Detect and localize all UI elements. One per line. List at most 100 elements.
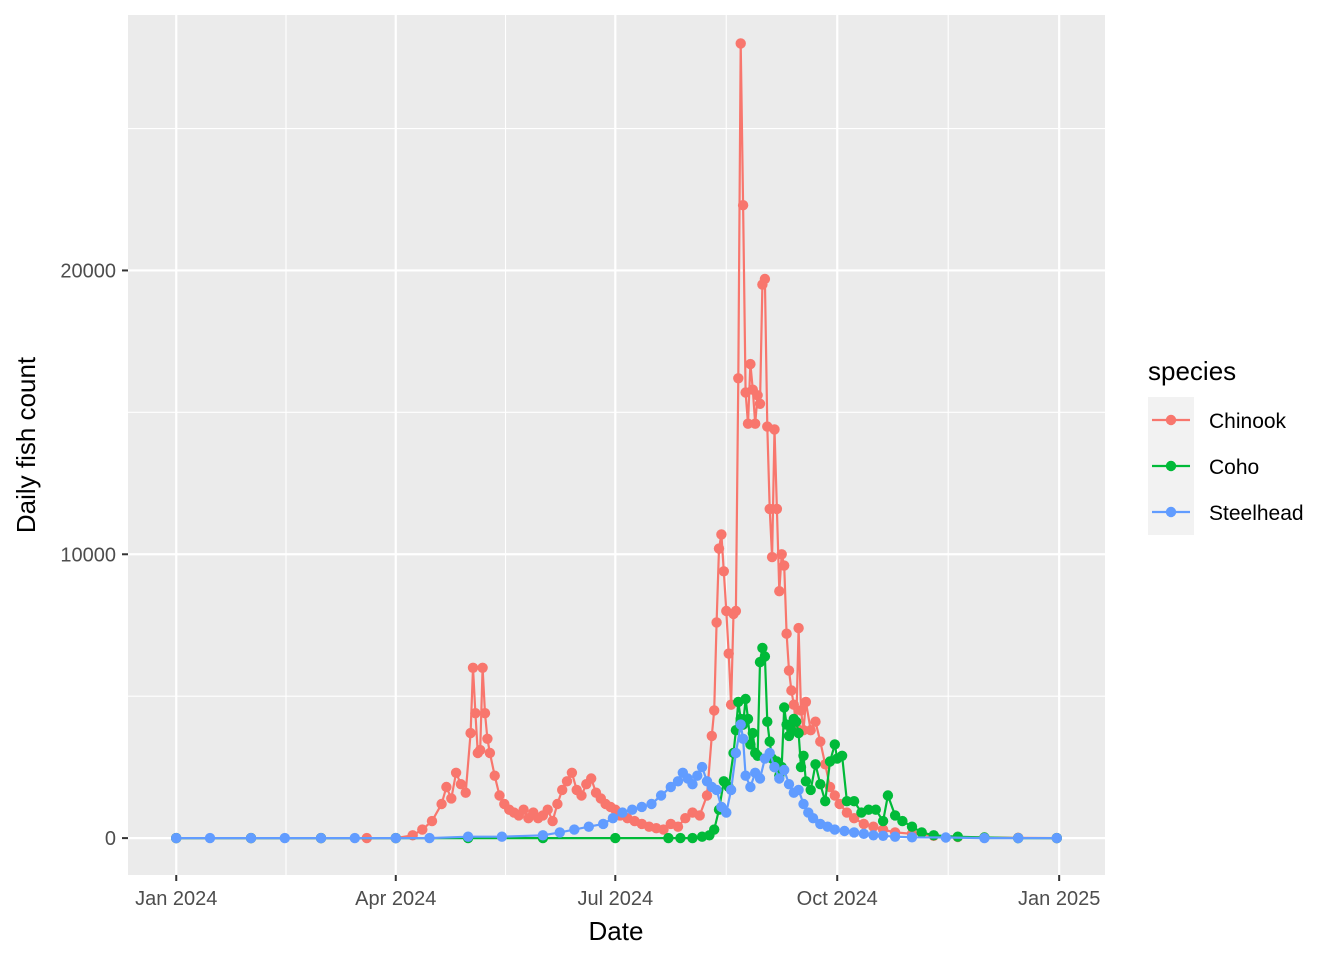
data-point-coho <box>848 796 860 807</box>
data-point-steelhead <box>315 832 327 844</box>
data-point-chinook <box>776 549 787 560</box>
data-point-coho <box>897 815 908 827</box>
data-point-coho <box>815 779 826 790</box>
data-point-chinook <box>786 685 797 696</box>
data-point-coho <box>793 727 804 739</box>
data-point-chinook <box>735 38 746 49</box>
data-point-chinook <box>470 708 481 719</box>
data-point-chinook <box>586 773 597 784</box>
data-point-steelhead <box>848 827 860 838</box>
y-tick-label: 20000 <box>60 260 116 282</box>
data-point-steelhead <box>554 827 565 838</box>
data-point-chinook <box>742 418 754 429</box>
data-point-coho <box>805 784 816 796</box>
data-point-coho <box>916 827 927 838</box>
data-point-steelhead <box>349 832 360 844</box>
data-point-steelhead <box>725 784 737 796</box>
data-point-steelhead <box>754 773 766 784</box>
data-point-coho <box>928 830 939 841</box>
data-point-steelhead <box>839 825 850 837</box>
data-point-chinook <box>557 784 568 796</box>
legend-key-point-coho <box>1165 460 1177 472</box>
data-point-coho <box>757 642 768 654</box>
data-point-steelhead <box>807 813 819 824</box>
data-point-chinook <box>723 648 734 659</box>
data-point-chinook <box>417 824 428 835</box>
data-point-chinook <box>711 617 722 628</box>
data-point-steelhead <box>569 824 580 835</box>
data-point-chinook <box>774 586 785 597</box>
data-point-coho <box>740 693 751 705</box>
data-point-chinook <box>713 543 725 554</box>
legend-title: species <box>1148 356 1236 386</box>
data-point-chinook <box>446 793 457 804</box>
data-point-steelhead <box>906 832 918 843</box>
data-point-chinook <box>680 813 691 824</box>
data-point-steelhead <box>877 830 889 841</box>
x-tick-label: Apr 2024 <box>355 888 436 910</box>
x-tick-label: Jan 2025 <box>1018 888 1100 910</box>
data-point-steelhead <box>793 784 804 796</box>
legend-label-coho: Coho <box>1209 456 1259 479</box>
data-point-chinook <box>783 665 795 676</box>
data-point-chinook <box>815 736 826 747</box>
data-point-chinook <box>672 821 684 832</box>
data-point-chinook <box>754 398 766 409</box>
data-point-chinook <box>810 716 821 727</box>
data-point-chinook <box>805 725 816 736</box>
data-point-steelhead <box>740 770 751 781</box>
legend-label-steelhead: Steelhead <box>1209 502 1304 525</box>
data-point-coho <box>863 804 874 815</box>
data-point-chinook <box>800 696 812 708</box>
data-point-steelhead <box>672 776 684 787</box>
data-point-steelhead <box>496 831 508 842</box>
data-point-steelhead <box>868 830 879 841</box>
data-point-steelhead <box>979 832 990 844</box>
legend-label-chinook: Chinook <box>1209 410 1287 433</box>
data-point-chinook <box>733 373 744 384</box>
y-tick-label: 10000 <box>60 544 116 566</box>
data-point-steelhead <box>204 832 216 844</box>
data-point-steelhead <box>1013 832 1024 844</box>
data-point-chinook <box>771 503 783 515</box>
data-point-coho <box>798 750 809 761</box>
data-point-chinook <box>745 358 756 370</box>
data-point-chinook <box>477 662 488 673</box>
legend-key-point-chinook <box>1165 414 1177 426</box>
data-point-steelhead <box>607 813 619 824</box>
data-point-coho <box>906 821 918 832</box>
data-point-steelhead <box>735 719 746 730</box>
data-point-coho <box>882 790 894 801</box>
data-point-chinook <box>561 776 573 787</box>
data-point-chinook <box>475 744 486 756</box>
data-point-steelhead <box>798 798 809 810</box>
x-axis: Jan 2024 Apr 2024 Jul 2024 Oct 2024 Jan 2025 <box>135 875 1100 910</box>
data-point-steelhead <box>665 781 676 793</box>
data-point-steelhead <box>424 832 435 844</box>
data-point-chinook <box>552 798 563 810</box>
data-point-chinook <box>718 566 729 577</box>
data-point-chinook <box>795 705 807 716</box>
data-point-steelhead <box>721 807 732 818</box>
series-steelhead <box>171 719 1063 844</box>
data-point-chinook <box>494 790 505 801</box>
data-point-coho <box>663 832 674 844</box>
data-point-coho <box>779 702 790 713</box>
x-tick-label: Jan 2024 <box>135 888 217 910</box>
data-point-chinook <box>793 622 804 634</box>
data-point-steelhead <box>1051 832 1063 844</box>
data-point-chinook <box>547 815 558 827</box>
data-point-steelhead <box>783 779 795 790</box>
data-point-steelhead <box>646 798 657 810</box>
data-point-steelhead <box>390 832 401 844</box>
data-point-coho <box>841 796 853 807</box>
data-point-coho <box>762 716 773 727</box>
data-point-steelhead <box>764 747 775 759</box>
x-axis-title: Date <box>589 916 644 946</box>
data-point-chinook <box>868 821 879 832</box>
data-point-coho <box>795 761 807 773</box>
data-point-chinook <box>467 662 479 673</box>
data-point-coho <box>791 716 802 727</box>
data-point-chinook <box>518 804 529 815</box>
data-point-chinook <box>489 770 500 781</box>
